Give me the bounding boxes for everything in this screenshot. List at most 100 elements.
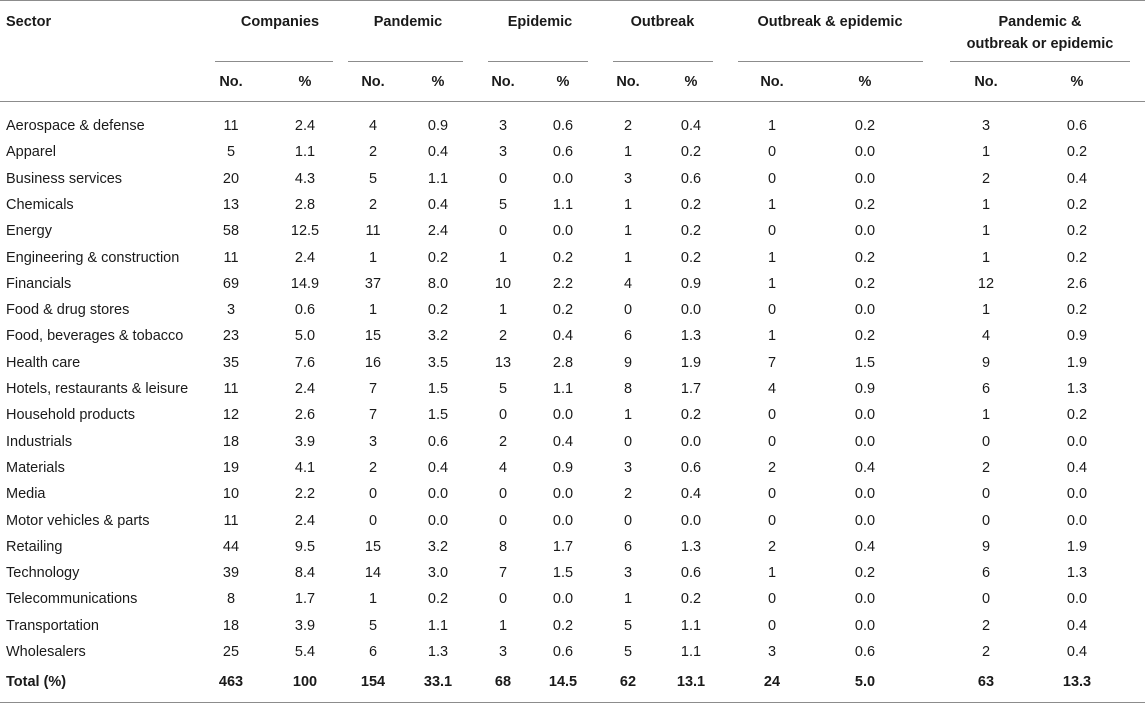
count-cell: 0 [498, 513, 508, 529]
percent-cell: 1.3 [427, 644, 449, 660]
percent-cell: 2.4 [294, 118, 316, 134]
count-cell: 3 [498, 118, 508, 134]
percent-cell: 0.4 [552, 434, 574, 450]
count-cell: 0 [767, 486, 777, 502]
count-cell: 8 [226, 591, 236, 607]
percent-cell: 0.0 [1066, 513, 1088, 529]
percent-cell: 1.5 [427, 407, 449, 423]
percent-cell: 5.0 [854, 674, 876, 690]
percent-cell: 4.3 [294, 171, 316, 187]
count-cell: 1 [623, 144, 633, 160]
percent-cell: 0.4 [552, 328, 574, 344]
count-cell: 10 [222, 486, 240, 502]
count-cell: 11 [223, 381, 239, 397]
subheader-pct: % [298, 74, 312, 90]
subheader-no: No. [491, 74, 515, 90]
percent-cell: 0.0 [854, 618, 876, 634]
percent-cell: 0.0 [552, 486, 574, 502]
count-cell: 12 [977, 276, 995, 292]
count-cell: 6 [623, 539, 633, 555]
percent-cell: 0.9 [680, 276, 702, 292]
percent-cell: 0.6 [854, 644, 876, 660]
count-cell: 5 [226, 144, 236, 160]
group-underline-pandemic [348, 61, 463, 62]
percent-cell: 3.2 [427, 328, 449, 344]
count-cell: 2 [368, 144, 378, 160]
count-cell: 1 [498, 302, 508, 318]
percent-cell: 1.5 [427, 381, 449, 397]
percent-cell: 0.2 [1066, 407, 1088, 423]
count-cell: 5 [498, 381, 508, 397]
percent-cell: 0.2 [1066, 144, 1088, 160]
percent-cell: 0.6 [680, 460, 702, 476]
count-cell: 14 [364, 565, 382, 581]
percent-cell: 2.8 [552, 355, 574, 371]
count-cell: 2 [767, 539, 777, 555]
percent-cell: 0.0 [552, 407, 574, 423]
count-cell: 1 [623, 591, 633, 607]
percent-cell: 2.2 [294, 486, 316, 502]
group-header-companies: Companies [240, 14, 320, 30]
count-cell: 4 [623, 276, 633, 292]
count-cell: 13 [494, 355, 512, 371]
percent-cell: 12.5 [290, 223, 320, 239]
percent-cell: 2.6 [294, 407, 316, 423]
count-cell: 0 [368, 486, 378, 502]
count-cell: 3 [767, 644, 777, 660]
sector-cell: Motor vehicles & parts [6, 513, 150, 529]
count-cell: 1 [767, 565, 777, 581]
percent-cell: 14.5 [548, 674, 578, 690]
count-cell: 11 [223, 513, 239, 529]
count-cell: 44 [222, 539, 240, 555]
count-cell: 2 [623, 486, 633, 502]
count-cell: 1 [767, 328, 777, 344]
count-cell: 9 [981, 355, 991, 371]
percent-cell: 8.0 [427, 276, 449, 292]
sector-cell: Media [6, 486, 46, 502]
percent-cell: 0.2 [680, 591, 702, 607]
sector-cell: Technology [6, 565, 80, 581]
percent-cell: 0.6 [680, 171, 702, 187]
count-cell: 0 [623, 434, 633, 450]
count-cell: 1 [981, 197, 991, 213]
count-cell: 1 [981, 144, 991, 160]
count-cell: 4 [767, 381, 777, 397]
percent-cell: 3.5 [427, 355, 449, 371]
percent-cell: 0.2 [854, 565, 876, 581]
count-cell: 5 [368, 171, 378, 187]
count-cell: 2 [498, 328, 508, 344]
percent-cell: 0.9 [1066, 328, 1088, 344]
percent-cell: 0.0 [680, 513, 702, 529]
percent-cell: 0.2 [680, 250, 702, 266]
sector-cell: Apparel [6, 144, 56, 160]
count-cell: 0 [767, 144, 777, 160]
percent-cell: 0.0 [854, 407, 876, 423]
percent-cell: 0.2 [1066, 302, 1088, 318]
percent-cell: 0.2 [427, 302, 449, 318]
percent-cell: 0.0 [854, 434, 876, 450]
count-cell: 1 [981, 407, 991, 423]
percent-cell: 0.9 [427, 118, 449, 134]
subheader-pct: % [556, 74, 570, 90]
percent-cell: 0.2 [1066, 197, 1088, 213]
count-cell: 3 [981, 118, 991, 134]
count-cell: 0 [498, 591, 508, 607]
count-cell: 0 [981, 513, 991, 529]
count-cell: 25 [222, 644, 240, 660]
sector-cell: Wholesalers [6, 644, 86, 660]
count-cell: 1 [981, 223, 991, 239]
percent-cell: 1.3 [1066, 565, 1088, 581]
count-cell: 6 [981, 565, 991, 581]
group-header-pandemic-outbreak-line1: Pandemic & [998, 14, 1082, 30]
percent-cell: 4.1 [294, 460, 316, 476]
subheader-pct: % [858, 74, 872, 90]
percent-cell: 0.6 [427, 434, 449, 450]
group-underline-outbreak [613, 61, 713, 62]
count-cell: 3 [226, 302, 236, 318]
count-cell: 9 [981, 539, 991, 555]
count-cell: 2 [623, 118, 633, 134]
subheader-no: No. [974, 74, 998, 90]
percent-cell: 3.9 [294, 434, 316, 450]
count-cell: 0 [767, 618, 777, 634]
percent-cell: 33.1 [423, 674, 453, 690]
